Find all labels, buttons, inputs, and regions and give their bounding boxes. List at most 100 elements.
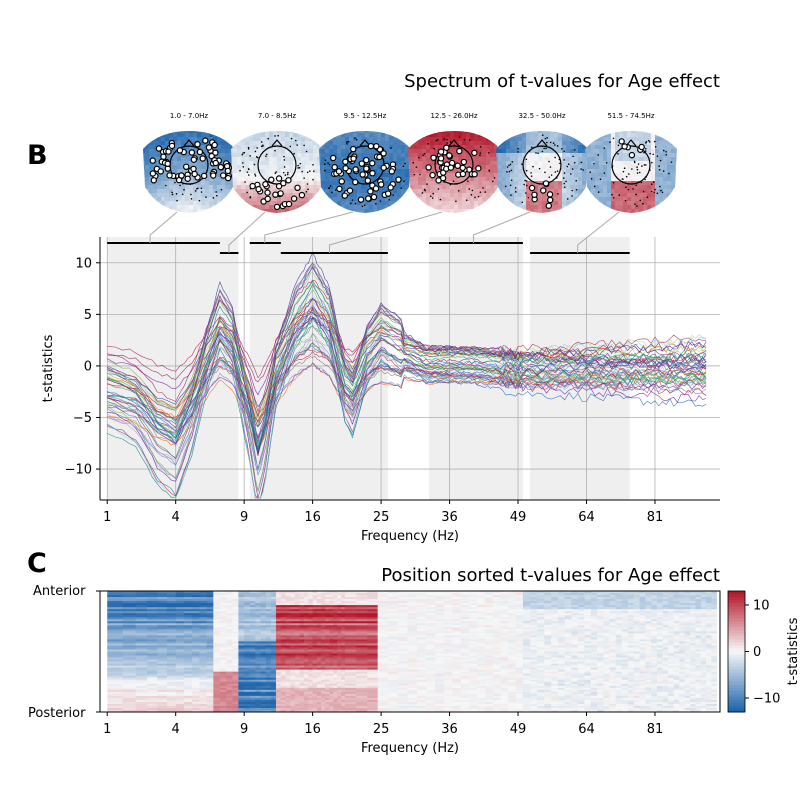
heatmap-cell [706,599,712,602]
heatmap-cell [469,611,478,614]
sensor-marker [542,180,550,187]
heatmap-cell [280,605,287,608]
topomap-cell [514,137,519,142]
sensor-dot [479,154,481,157]
topomap-cell [538,173,543,178]
heatmap-cell [435,607,445,610]
topomap-cell [410,201,415,206]
heatmap-cell [199,615,207,618]
topomap-cell [482,169,487,174]
topomap-cell [273,169,278,174]
topomap-cell [510,157,515,162]
heatmap-cell [706,607,712,610]
topomap-cell [518,149,523,154]
heatmap-cell [452,599,462,602]
heatmap-cell [460,605,470,608]
topomap-cell [321,169,326,174]
topomap-cell [185,137,190,142]
sensor-dot [328,163,331,166]
topomap-cell [496,157,499,162]
topomap-cell [409,131,411,134]
topomap-cell [205,181,210,186]
heatmap-cell [377,601,389,604]
heatmap-cell [232,605,239,608]
topomap-cell [667,193,672,198]
topomap-cell [430,185,435,190]
topomap-cell [161,201,166,206]
topomap-cell [325,209,330,213]
topomap-cell [233,197,235,202]
topomap-cell [273,157,278,162]
topomap-cell [595,177,600,182]
topomap-cell [591,161,596,166]
panel-c-label: C [27,548,47,579]
topomap-cell [675,153,677,158]
heatmap-cell [337,599,342,602]
topomap-cell [408,131,411,134]
heatmap-cell [213,601,221,604]
topomap-cell [217,131,222,134]
topomap-cell [329,137,334,142]
topomap-field [496,131,588,213]
topomap-cell [438,133,443,138]
heatmap-cell [651,597,658,600]
sensor-dot [559,162,561,165]
topomap-cell [615,205,620,210]
topomap-cell [329,153,334,158]
topomap-cell [205,153,210,158]
topomap-cell [623,157,628,162]
heatmap-cell [270,595,277,598]
heatmap-cell [299,611,305,614]
topomap-cell [550,153,555,158]
heatmap-cell [500,613,509,616]
topomap-cell [337,193,342,198]
topomap-cell [466,153,471,158]
heatmap-cell [609,613,617,616]
heatmap-cell [452,597,462,600]
topomap-cell [289,145,294,150]
topomap-cell [249,209,254,213]
heatmap-cell [522,597,531,600]
topomap-cell [639,197,644,202]
topomap-cell [293,181,298,186]
sensor-dot [246,171,249,173]
topomap-cell [321,197,326,202]
heatmap-cell [316,615,322,618]
heatmap-cell [700,611,707,614]
heatmap-cell [367,605,379,608]
topomap-cell [145,189,150,194]
topomap-cell [494,205,499,210]
heatmap-cell [294,615,300,618]
topomap-cell [635,157,640,162]
topomap-cell [554,141,559,146]
topomap-cell [410,131,415,134]
topomap-cell [373,201,378,206]
topomap-cell [249,141,254,146]
sensor-dot [634,203,636,205]
topomap-cell [181,213,186,218]
heatmap-cell [515,609,524,612]
topomap-cell [518,197,523,202]
topomap-cell [161,137,166,142]
topomap-cell [414,141,419,146]
sensor-marker [183,163,190,171]
heatmap-cell [249,591,256,594]
topomap-cell [550,201,555,206]
heatmap-cell [206,593,214,596]
heatmap-cell [316,601,322,604]
topomap-cell [201,131,206,134]
topomap-cell [542,169,547,174]
topomap-cell [671,169,676,174]
topomap-cell [599,145,604,150]
heatmap-cell [147,591,158,594]
topomap-cell [361,181,366,186]
heatmap-cell [684,591,691,594]
topomap-cell [401,193,406,198]
heatmap-cell [564,607,572,610]
topomap-cell [655,165,660,170]
heatmap-cell [522,593,531,596]
topomap-cell [221,131,226,134]
heatmap-cell [226,609,233,612]
topomap-cell [587,197,592,202]
